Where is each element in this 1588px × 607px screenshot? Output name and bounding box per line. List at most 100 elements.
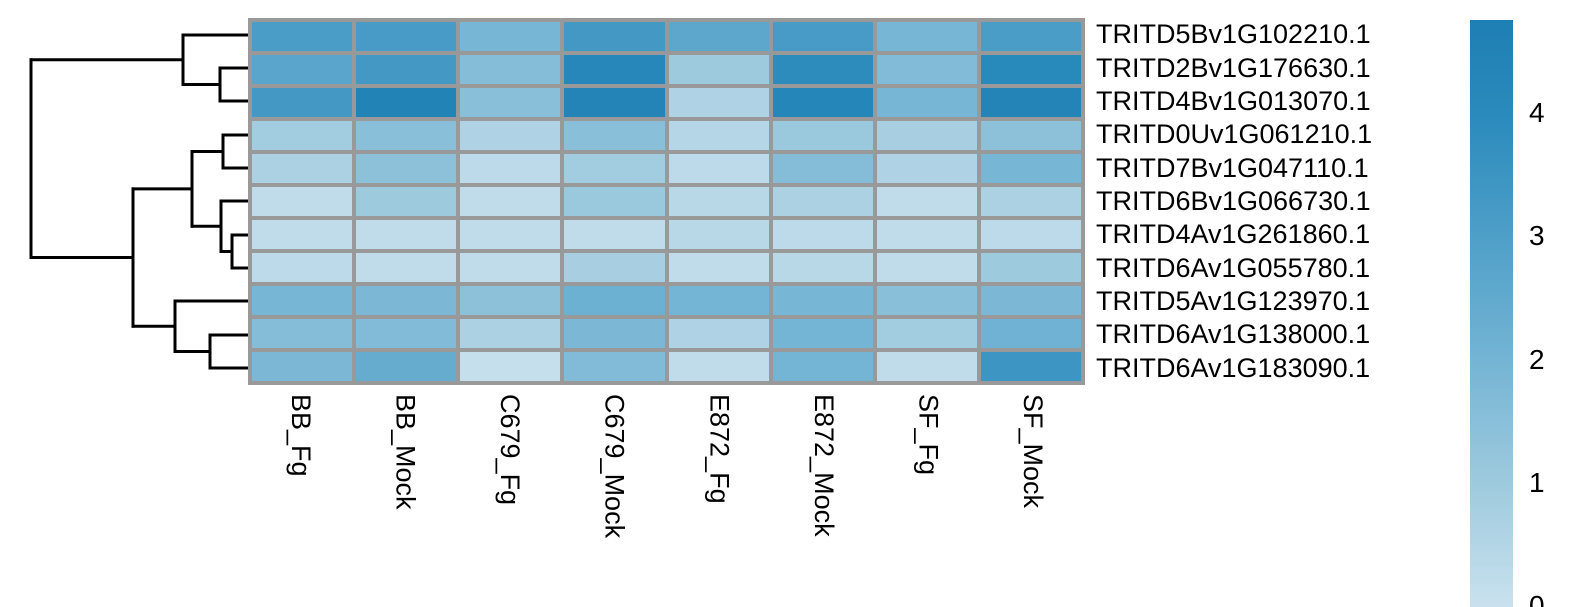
heatmap-cell	[876, 154, 977, 183]
heatmap-cell	[460, 253, 561, 282]
heatmap-cell	[876, 187, 977, 216]
column-label: E872_Fg	[704, 394, 735, 504]
column-label: C679_Mock	[599, 394, 630, 539]
heatmap-cell	[668, 319, 769, 348]
heatmap-grid	[248, 18, 1085, 385]
heatmap-cell	[980, 187, 1081, 216]
heatmap-cell	[564, 187, 665, 216]
heatmap-cell	[668, 121, 769, 150]
column-label: BB_Mock	[390, 394, 421, 510]
heatmap-cell	[252, 88, 353, 117]
heatmap-cell	[356, 55, 457, 84]
color-scale-tick: 1	[1529, 466, 1545, 498]
heatmap-cell	[460, 319, 561, 348]
heatmap-cell	[980, 220, 1081, 249]
row-label: TRITD2Bv1G176630.1	[1096, 52, 1371, 83]
heatmap-cell	[460, 187, 561, 216]
heatmap-cell	[772, 22, 873, 51]
heatmap-cell	[772, 352, 873, 381]
heatmap-cell	[980, 55, 1081, 84]
column-label: SF_Mock	[1018, 394, 1049, 509]
heatmap-cell	[876, 121, 977, 150]
heatmap-cell	[460, 352, 561, 381]
row-label: TRITD4Av1G261860.1	[1096, 219, 1371, 250]
row-label: TRITD6Av1G138000.1	[1096, 319, 1371, 350]
row-dendrogram	[29, 33, 250, 370]
heatmap-cell	[980, 319, 1081, 348]
heatmap-cell	[980, 88, 1081, 117]
heatmap-cell	[668, 220, 769, 249]
heatmap-cell	[356, 352, 457, 381]
heatmap-cell	[876, 253, 977, 282]
heatmap-cell	[356, 286, 457, 315]
row-label: TRITD6Av1G055780.1	[1096, 252, 1371, 283]
heatmap-cell	[980, 286, 1081, 315]
heatmap-cell	[564, 286, 665, 315]
heatmap-cell	[460, 55, 561, 84]
heatmap-cell	[252, 121, 353, 150]
column-labels: BB_Fg BB_Mock C679_Fg C679_Mock E872_Fg E872_…	[248, 394, 1085, 538]
column-label: C679_Fg	[495, 394, 526, 506]
heatmap-cell	[772, 154, 873, 183]
heatmap-cell	[460, 22, 561, 51]
row-label: TRITD6Bv1G066730.1	[1096, 185, 1371, 216]
heatmap-cell	[564, 154, 665, 183]
heatmap-cell	[252, 22, 353, 51]
heatmap-cell	[460, 286, 561, 315]
heatmap-cell	[772, 187, 873, 216]
heatmap-cell	[356, 88, 457, 117]
heatmap-cell	[252, 352, 353, 381]
row-labels: TRITD5Bv1G102210.1 TRITD2Bv1G176630.1 TRIT…	[1096, 18, 1372, 385]
heatmap-cell	[668, 253, 769, 282]
heatmap-cell	[772, 55, 873, 84]
heatmap-cell	[876, 88, 977, 117]
heatmap-cell	[668, 154, 769, 183]
heatmap-cell	[876, 22, 977, 51]
row-label: TRITD4Bv1G013070.1	[1096, 85, 1371, 116]
heatmap-cell	[772, 121, 873, 150]
heatmap-cell	[252, 187, 353, 216]
heatmap-cell	[772, 319, 873, 348]
heatmap-cell	[252, 220, 353, 249]
heatmap-cell	[668, 187, 769, 216]
heatmap-cell	[564, 319, 665, 348]
column-label: BB_Fg	[285, 394, 316, 477]
heatmap-cell	[564, 55, 665, 84]
heatmap-cell	[564, 352, 665, 381]
heatmap-cell	[460, 220, 561, 249]
heatmap-cell	[668, 352, 769, 381]
color-scale-tick: 0	[1529, 590, 1545, 607]
heatmap-cell	[772, 286, 873, 315]
heatmap-cell	[772, 220, 873, 249]
heatmap-cell	[252, 286, 353, 315]
column-label: SF_Fg	[913, 394, 944, 476]
heatmap-cell	[980, 352, 1081, 381]
heatmap-cell	[356, 22, 457, 51]
heatmap-cell	[460, 121, 561, 150]
heatmap-cell	[980, 22, 1081, 51]
heatmap-cell	[252, 55, 353, 84]
row-label: TRITD7Bv1G047110.1	[1096, 152, 1369, 183]
column-label: E872_Mock	[808, 394, 839, 537]
heatmap-cell	[356, 319, 457, 348]
heatmap-cell	[876, 220, 977, 249]
color-scale-tick: 3	[1529, 220, 1545, 252]
row-label: TRITD6Av1G183090.1	[1096, 352, 1371, 383]
heatmap-cell	[252, 319, 353, 348]
row-label: TRITD5Av1G123970.1	[1096, 286, 1371, 317]
heatmap-cell	[564, 22, 665, 51]
heatmap-cell	[668, 286, 769, 315]
heatmap-cell	[980, 121, 1081, 150]
heatmap-cell	[668, 88, 769, 117]
color-scale-tick: 2	[1529, 343, 1545, 375]
heatmap-cell	[564, 253, 665, 282]
heatmap-cell	[356, 187, 457, 216]
heatmap-cell	[876, 55, 977, 84]
heatmap-cell	[564, 88, 665, 117]
heatmap-cell	[668, 55, 769, 84]
row-label: TRITD0Uv1G061210.1	[1096, 119, 1373, 150]
heatmap-cell	[980, 253, 1081, 282]
heatmap-cell	[876, 286, 977, 315]
heatmap-cell	[876, 319, 977, 348]
heatmap-cell	[772, 88, 873, 117]
